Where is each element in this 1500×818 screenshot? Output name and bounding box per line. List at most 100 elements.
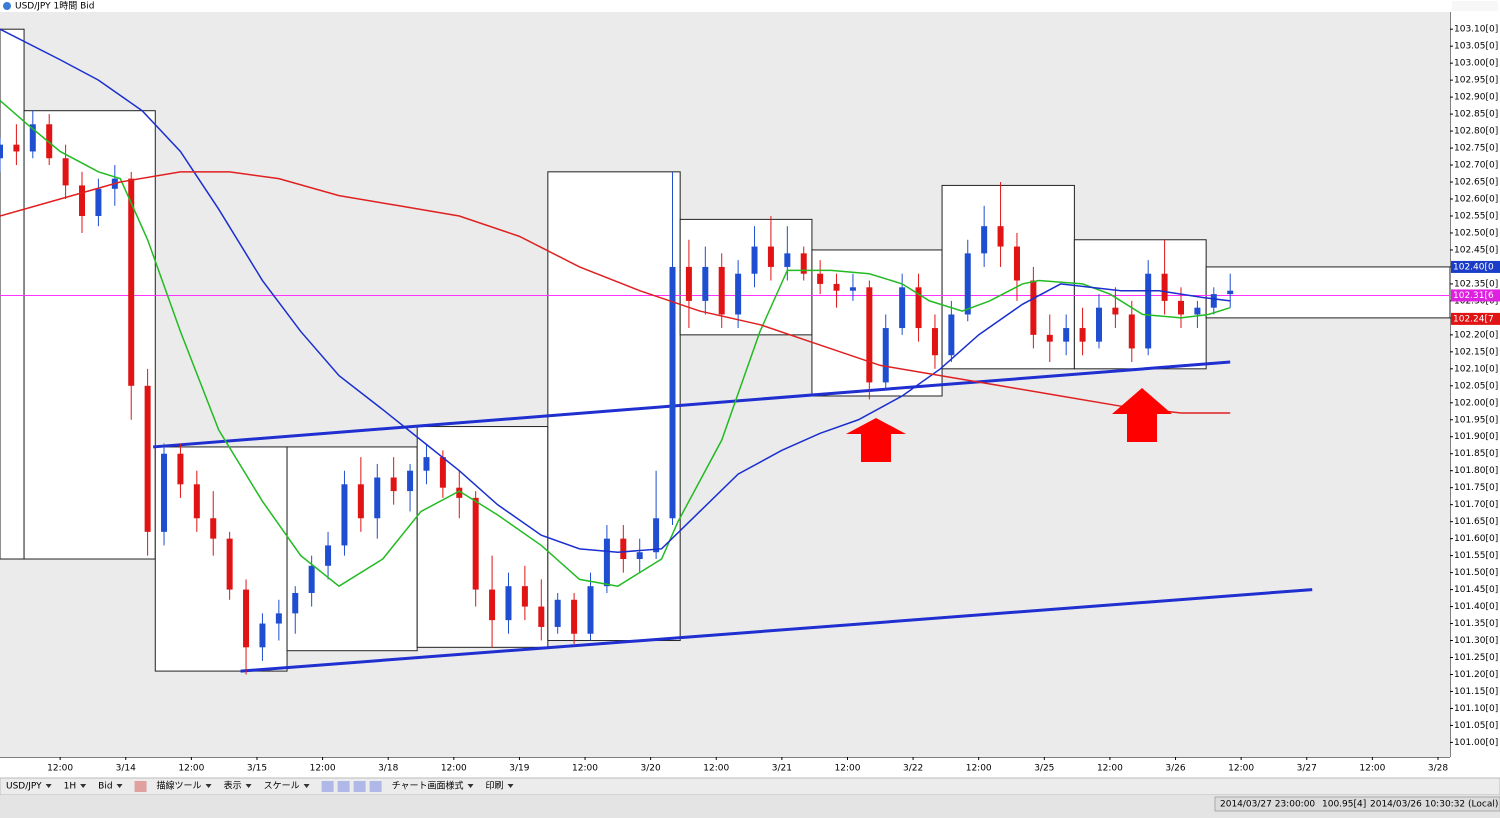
x-tick-label: 3/25 [1034,764,1054,774]
y-tick-label: 101.20[0] [1454,670,1498,680]
moving-average [0,28,1231,553]
candle-body [866,287,873,383]
title-bar [0,0,1500,12]
toolbar-menu[interactable]: スケール [264,781,300,792]
y-tick-label: 101.95[0] [1454,415,1498,425]
x-tick-label: 12:00 [178,764,204,774]
candle-body [1177,300,1184,315]
y-tick-label: 101.15[0] [1454,687,1498,697]
toolbar-menu[interactable]: 1H [64,782,77,792]
toolbar-menu[interactable]: 印刷 [486,780,504,792]
x-tick-label: 3/15 [247,764,267,774]
price-label-box [1451,289,1500,302]
toolbar-menu[interactable]: チャート画面様式 [392,780,464,792]
y-tick-label: 101.60[0] [1454,534,1498,544]
candle-body [472,497,479,590]
y-tick-label: 102.10[0] [1454,364,1498,374]
candle-body [571,599,578,634]
candle-body [292,592,299,614]
y-tick-label: 101.10[0] [1454,704,1498,714]
toolbar-icon [134,781,147,792]
x-axis-panel [0,757,1500,778]
candle-body [13,144,20,152]
candle-body [554,599,561,627]
candle-body [390,477,397,492]
plot-area [0,12,1451,757]
y-tick-label: 103.10[0] [1454,25,1498,35]
toolbar-menu[interactable]: 描線ツール [157,780,202,792]
candle-body [161,453,168,532]
toolbar-icon [353,781,366,792]
candle-body [620,538,627,560]
candle-body [1063,328,1070,342]
day-range-box [286,446,418,652]
price-label: 102.31[6 [1453,291,1494,301]
day-range-box [811,249,943,397]
y-tick-label: 101.55[0] [1454,551,1498,561]
candle-body [784,253,791,267]
candle-body [1046,334,1053,342]
x-tick-label: 3/21 [772,764,792,774]
annotation-arrow [1112,388,1172,442]
candle-body [423,457,430,471]
candle-body [275,613,282,624]
candle-body [439,457,446,488]
y-tick-label: 101.50[0] [1454,568,1498,578]
candle-body [226,538,233,590]
x-tick-label: 3/27 [1297,764,1317,774]
toolbar-menu[interactable]: Bid [98,782,112,792]
candle-body [685,266,692,301]
y-tick-label: 102.35[0] [1454,279,1498,289]
y-tick-label: 102.50[0] [1454,228,1498,238]
x-tick-label: 12:00 [572,764,598,774]
y-tick-label: 102.70[0] [1454,161,1498,171]
status-panel [1214,796,1500,812]
x-tick-label: 12:00 [441,764,467,774]
candle-body [882,328,889,383]
y-tick-label: 102.60[0] [1454,195,1498,205]
candle-body [964,253,971,315]
y-tick-label: 102.15[0] [1454,347,1498,357]
candle-body [767,246,774,267]
trendline [152,360,1231,449]
y-tick-label: 101.30[0] [1454,636,1498,646]
toolbar-icon [321,781,334,792]
dropdown-arrow [116,784,123,788]
candle-body [915,287,922,329]
candle-body [0,144,3,159]
day-range-box [679,218,813,336]
y-tick-label: 101.65[0] [1454,517,1498,527]
x-tick-label: 12:00 [47,764,73,774]
candle-body [521,586,528,607]
y-tick-label: 101.70[0] [1454,500,1498,510]
candle-body [718,266,725,315]
status-bar [0,795,1500,818]
app-icon [3,2,11,10]
dropdown-arrow [303,784,310,788]
window-controls[interactable] [1452,1,1498,11]
y-tick-label: 101.05[0] [1454,721,1498,731]
toolbar-menu[interactable]: 表示 [224,780,242,792]
candle-body [505,586,512,621]
candle-body [79,185,86,216]
y-tick-label: 101.35[0] [1454,619,1498,629]
dropdown-arrow [45,784,52,788]
candle-body [1095,307,1102,342]
day-range-box [416,426,549,648]
dropdown-arrow [467,784,474,788]
y-tick-label: 102.90[0] [1454,93,1498,103]
x-tick-label: 12:00 [966,764,992,774]
candle-body [538,606,545,627]
x-tick-label: 12:00 [1228,764,1254,774]
candle-body [1145,273,1152,349]
toolbar-menu[interactable]: USD/JPY [6,782,42,792]
candle-body [636,552,643,560]
candle-body [1128,314,1135,349]
candle-body [341,484,348,546]
candle-body [357,484,364,519]
x-tick-label: 12:00 [1359,764,1385,774]
x-tick-label: 3/28 [1428,764,1448,774]
x-tick-label: 12:00 [1097,764,1123,774]
